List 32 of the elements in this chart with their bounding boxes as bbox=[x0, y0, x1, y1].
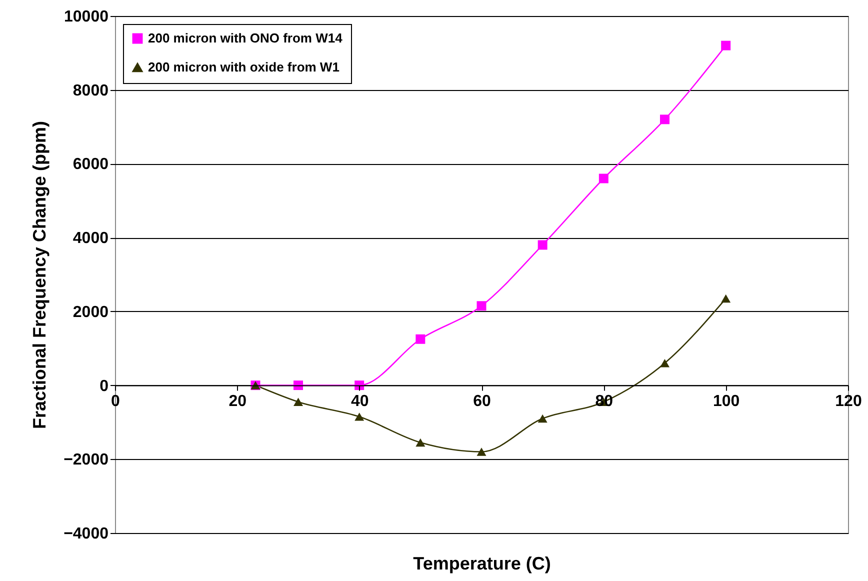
point bbox=[294, 380, 303, 390]
point bbox=[721, 294, 731, 303]
x-axis-title: Temperature (C) bbox=[413, 554, 551, 574]
y-tick-label: 2000 bbox=[72, 304, 109, 321]
point bbox=[660, 114, 670, 124]
x-tick-label: 60 bbox=[473, 392, 491, 410]
legend-label: 200 micron with oxide from W1 bbox=[148, 60, 340, 74]
y-tick-label: 8000 bbox=[72, 82, 109, 100]
y-tick-label: 4000 bbox=[72, 230, 109, 248]
y-axis-title: Fractional Frequency Change (ppm) bbox=[30, 120, 50, 430]
point bbox=[598, 174, 608, 184]
y-tick-label: −2000 bbox=[64, 452, 109, 469]
legend-label: 200 micron with ONO from W14 bbox=[148, 30, 344, 46]
point bbox=[721, 40, 731, 50]
point bbox=[660, 359, 670, 368]
x-tick-label: 40 bbox=[350, 392, 369, 410]
point bbox=[538, 414, 548, 423]
point bbox=[416, 334, 426, 344]
point bbox=[476, 448, 486, 456]
point bbox=[416, 438, 426, 447]
y-tick-label: 0 bbox=[100, 378, 109, 395]
point bbox=[294, 398, 303, 406]
x-tick-label: 100 bbox=[712, 392, 740, 410]
point bbox=[354, 412, 364, 421]
y-tick-label: 10000 bbox=[64, 8, 109, 26]
point bbox=[538, 240, 548, 250]
point bbox=[476, 301, 486, 311]
y-tick-label: −4000 bbox=[64, 526, 109, 542]
x-tick-label: 20 bbox=[228, 392, 247, 410]
x-tick-label: 0 bbox=[111, 392, 120, 410]
x-tick-label: 120 bbox=[835, 392, 862, 410]
y-tick-label: 6000 bbox=[72, 156, 109, 174]
